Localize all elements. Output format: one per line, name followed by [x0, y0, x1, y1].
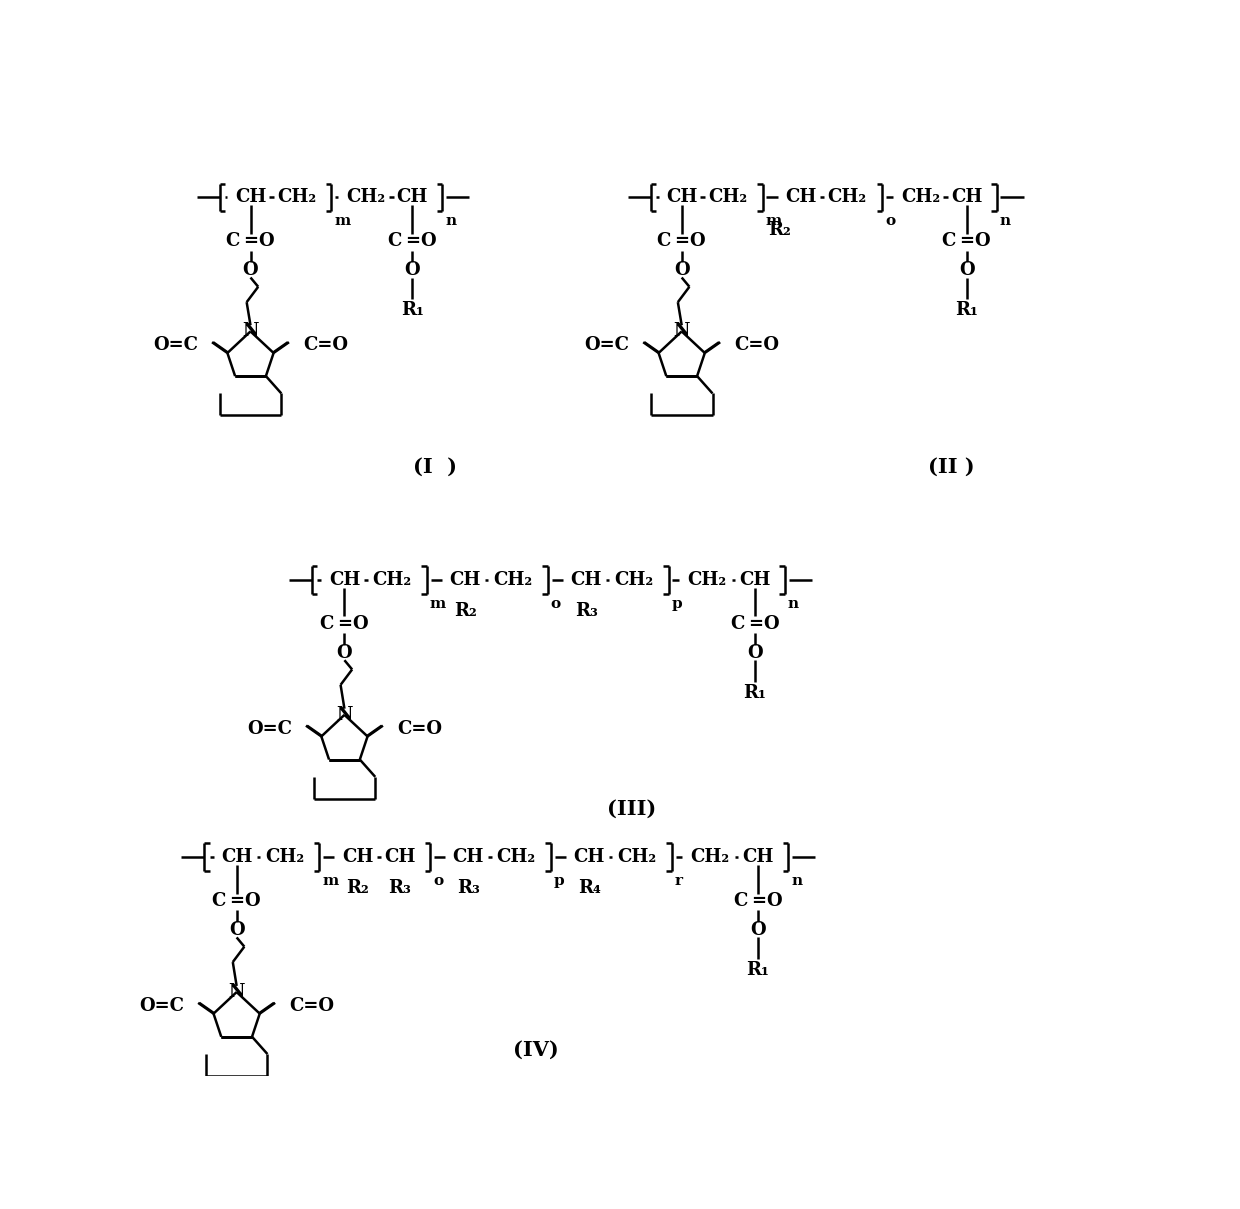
Text: R₂: R₂	[454, 602, 476, 620]
Text: o: o	[885, 214, 895, 229]
Text: o: o	[551, 597, 560, 611]
Text: N: N	[242, 323, 259, 341]
Text: CH: CH	[743, 849, 774, 867]
Text: R₁: R₁	[744, 683, 766, 701]
Text: m: m	[430, 597, 446, 611]
Text: R₃: R₃	[575, 602, 598, 620]
Text: R₂: R₂	[346, 879, 370, 897]
Text: O=C: O=C	[247, 719, 293, 737]
Text: CH₂: CH₂	[827, 189, 867, 207]
Text: CH₂: CH₂	[494, 571, 533, 589]
Text: C =O: C =O	[730, 615, 779, 634]
Text: R₂: R₂	[768, 221, 791, 239]
Text: n: n	[787, 597, 799, 611]
Text: m: m	[335, 214, 351, 229]
Text: CH: CH	[234, 189, 267, 207]
Text: C =O: C =O	[734, 892, 782, 910]
Text: CH₂: CH₂	[691, 849, 730, 867]
Text: C =O: C =O	[320, 615, 368, 634]
Text: CH: CH	[221, 849, 252, 867]
Text: CH: CH	[329, 571, 360, 589]
Text: O: O	[336, 643, 352, 661]
Text: CH: CH	[450, 571, 481, 589]
Text: CH: CH	[453, 849, 484, 867]
Text: CH₂: CH₂	[708, 189, 748, 207]
Text: C=O: C=O	[734, 336, 779, 354]
Text: O: O	[243, 261, 258, 279]
Text: C=O: C=O	[289, 997, 334, 1014]
Text: N: N	[228, 983, 244, 1001]
Text: CH: CH	[785, 189, 817, 207]
Text: CH: CH	[739, 571, 770, 589]
Text: O: O	[404, 261, 420, 279]
Text: O: O	[229, 921, 244, 938]
Text: CH: CH	[397, 189, 428, 207]
Text: C =O: C =O	[657, 232, 706, 250]
Text: CH₂: CH₂	[277, 189, 316, 207]
Text: C=O: C=O	[303, 336, 348, 354]
Text: CH: CH	[951, 189, 982, 207]
Text: CH₂: CH₂	[346, 189, 386, 207]
Text: O: O	[959, 261, 975, 279]
Text: o: o	[433, 874, 443, 889]
Text: n: n	[999, 214, 1011, 229]
Text: CH: CH	[574, 849, 605, 867]
Text: O=C: O=C	[139, 997, 185, 1014]
Text: R₁: R₁	[401, 301, 424, 319]
Text: n: n	[445, 214, 456, 229]
Text: R₄: R₄	[578, 879, 600, 897]
Text: O: O	[673, 261, 689, 279]
Text: O: O	[750, 921, 766, 938]
Text: CH₂: CH₂	[496, 849, 536, 867]
Text: O: O	[746, 643, 763, 661]
Text: CH₂: CH₂	[265, 849, 304, 867]
Text: R₃: R₃	[388, 879, 412, 897]
Text: O=C: O=C	[584, 336, 630, 354]
Text: R₁: R₁	[955, 301, 978, 319]
Text: O=C: O=C	[153, 336, 198, 354]
Text: C =O: C =O	[942, 232, 991, 250]
Text: (III): (III)	[608, 799, 656, 818]
Text: C=O: C=O	[397, 719, 441, 737]
Text: CH₂: CH₂	[900, 189, 940, 207]
Text: R₃: R₃	[458, 879, 480, 897]
Text: CH₂: CH₂	[687, 571, 727, 589]
Text: CH₂: CH₂	[614, 571, 653, 589]
Text: CH: CH	[342, 849, 373, 867]
Text: m: m	[322, 874, 339, 889]
Text: p: p	[554, 874, 564, 889]
Text: (I  ): (I )	[413, 457, 458, 476]
Text: CH₂: CH₂	[618, 849, 657, 867]
Text: C =O: C =O	[226, 232, 275, 250]
Text: (II ): (II )	[928, 457, 975, 476]
Text: n: n	[791, 874, 802, 889]
Text: CH: CH	[666, 189, 697, 207]
Text: CH: CH	[384, 849, 415, 867]
Text: N: N	[336, 706, 352, 724]
Text: (IV): (IV)	[512, 1040, 558, 1060]
Text: CH₂: CH₂	[372, 571, 412, 589]
Text: m: m	[765, 214, 782, 229]
Text: CH: CH	[570, 571, 601, 589]
Text: N: N	[673, 323, 689, 341]
Text: r: r	[675, 874, 683, 889]
Text: C =O: C =O	[388, 232, 436, 250]
Text: R₁: R₁	[746, 961, 769, 979]
Text: p: p	[672, 597, 682, 611]
Text: C =O: C =O	[212, 892, 260, 910]
